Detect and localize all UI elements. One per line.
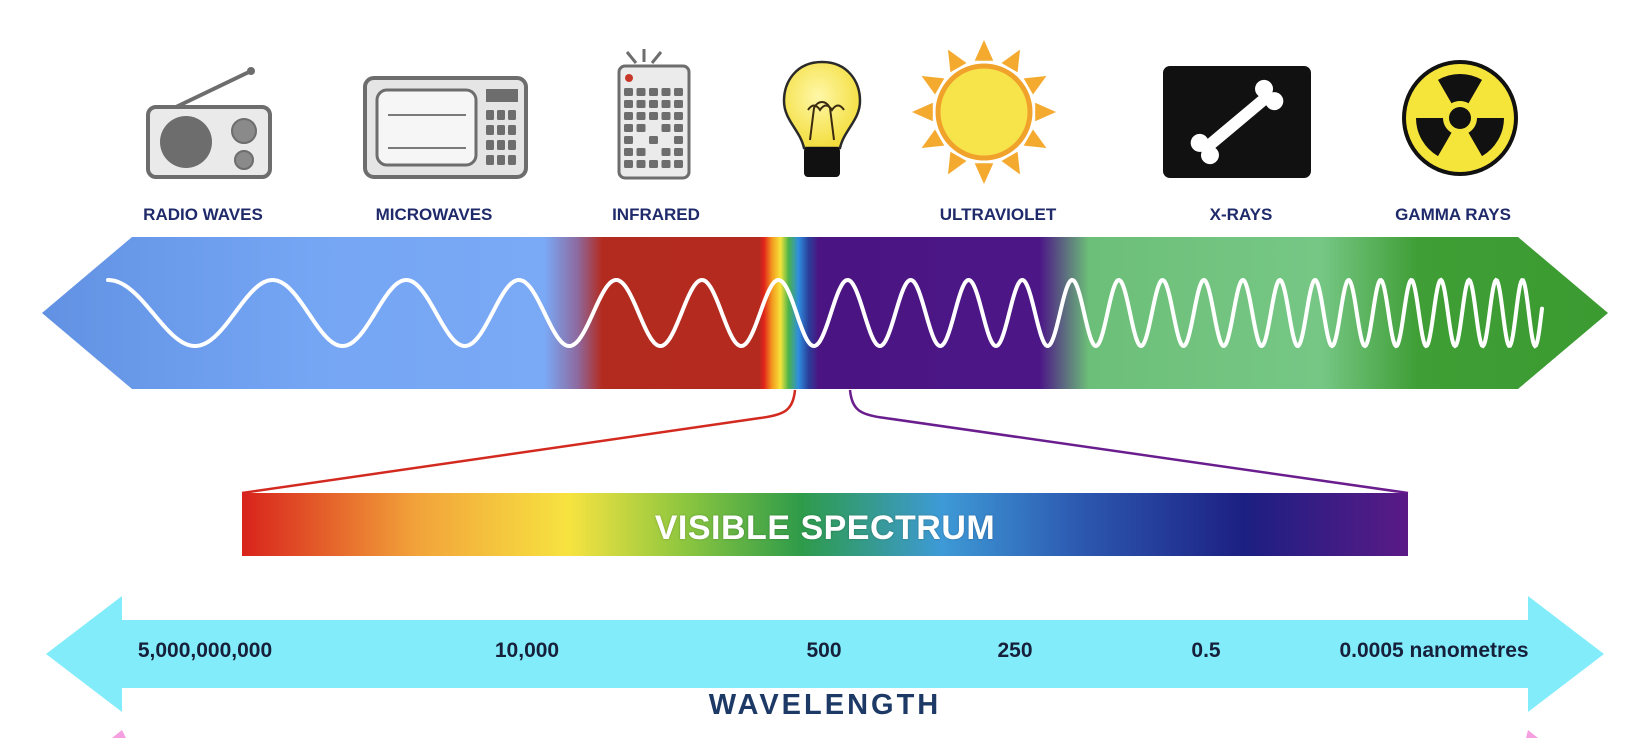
wavelength-tick-3: 500: [806, 639, 842, 662]
band-label-xray: X-RAYS: [1209, 205, 1273, 224]
wavelength-tick-1: 5,000,000,000: [137, 639, 273, 662]
lower-arrow-hint: [112, 730, 1538, 738]
radio-icon: [146, 67, 272, 179]
visible-spectrum-label: VISIBLE SPECTRUM: [654, 509, 996, 547]
wavelength-arrow: [46, 596, 1604, 712]
band-label-microwave: MICROWAVES: [375, 205, 493, 224]
zoom-line-red: [241, 389, 797, 495]
wavelength-tick-4: 250: [997, 639, 1033, 662]
band-label-radio: RADIO WAVES: [143, 205, 263, 224]
zoom-line-violet: [848, 389, 1409, 495]
radiation-icon: [1402, 60, 1518, 176]
wavelength-tick-5: 0.5: [1191, 639, 1221, 662]
wave-line: [106, 277, 1544, 349]
remote-control-icon: [617, 49, 691, 180]
sun-icon: [912, 40, 1056, 184]
band-label-gamma: GAMMA RAYS: [1395, 205, 1511, 224]
microwave-oven-icon: [363, 76, 528, 179]
wavelength-tick-6: 0.0005 nanometres: [1339, 639, 1529, 662]
bone-xray-icon: [1163, 66, 1311, 178]
wavelength-tick-2: 10,000: [494, 639, 560, 662]
band-label-infrared: INFRARED: [612, 205, 700, 224]
band-label-ultraviolet: ULTRAVIOLET: [939, 205, 1057, 224]
spectrum-band: [42, 237, 1608, 389]
light-bulb-icon: [782, 60, 862, 177]
wavelength-title: WAVELENGTH: [708, 689, 942, 721]
visible-spectrum-bar: [242, 493, 1408, 556]
